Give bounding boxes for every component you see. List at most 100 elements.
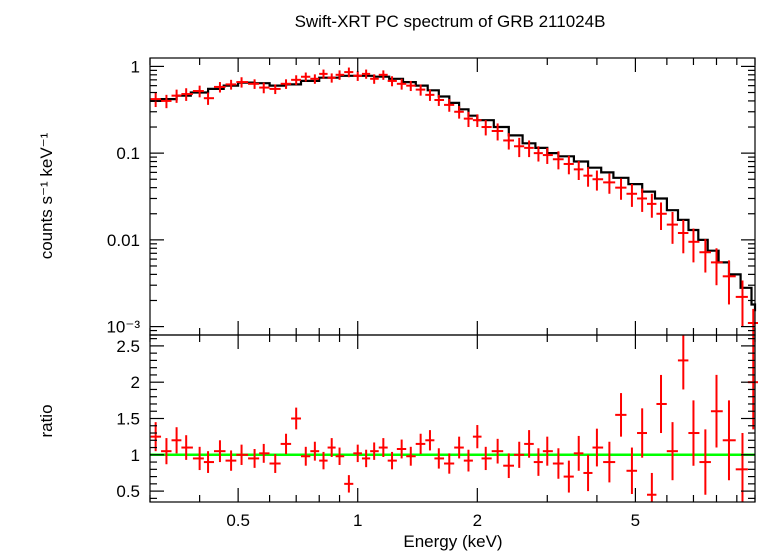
- spectrum-x-ticks: [149, 58, 756, 335]
- ratio-point: [161, 438, 172, 465]
- y-tick-label: 2: [131, 373, 140, 392]
- spectrum-point: [387, 76, 397, 87]
- ratio-point: [677, 335, 689, 390]
- spectrum-y-ticks: 1 0.1 0.01 10⁻³: [106, 57, 755, 337]
- spectrum-point: [181, 88, 193, 101]
- spectrum-point: [481, 120, 492, 136]
- spectrum-point: [434, 94, 445, 106]
- spectrum-point: [491, 123, 504, 141]
- spectrum-point: [192, 85, 204, 98]
- spectrum-point: [248, 79, 260, 89]
- ratio-point: [434, 448, 445, 469]
- spectrum-point: [603, 173, 616, 194]
- ratio-point: [406, 446, 416, 466]
- ratio-point: [735, 433, 748, 502]
- spectrum-point: [573, 161, 584, 181]
- spectrum-point: [463, 111, 473, 128]
- y-tick-label: 2.5: [116, 337, 140, 356]
- spectrum-point: [319, 69, 328, 79]
- spectrum-point: [269, 84, 281, 95]
- ratio-point: [214, 440, 226, 463]
- spectrum-point: [615, 178, 627, 200]
- ratio-point: [370, 442, 379, 460]
- ratio-point: [225, 450, 237, 471]
- spectrum-point: [735, 280, 748, 327]
- spectrum-point: [626, 184, 638, 207]
- ratio-point: [248, 448, 260, 468]
- ratio-point: [592, 428, 604, 467]
- spectrum-point: [699, 239, 711, 273]
- ratio-point: [203, 451, 215, 473]
- spectrum-point: [236, 77, 249, 88]
- spectrum-point: [300, 72, 311, 82]
- spectrum-point: [454, 105, 464, 119]
- ratio-point: [353, 444, 362, 463]
- ratio-point: [524, 430, 534, 458]
- ratio-point: [542, 436, 553, 466]
- spectrum-point: [503, 133, 515, 150]
- ratio-point: [291, 407, 301, 430]
- x-tick-label: 1: [353, 511, 362, 530]
- ratio-data-points: [150, 335, 758, 502]
- ratio-point: [259, 443, 270, 463]
- ratio-point: [615, 393, 627, 437]
- ratio-point: [181, 435, 193, 460]
- y-tick-label: 0.5: [116, 482, 140, 501]
- ratio-point: [236, 444, 249, 465]
- spectrum-point: [472, 114, 482, 128]
- ratio-point: [637, 408, 648, 458]
- y-tick-label: 1: [131, 57, 140, 76]
- spectrum-point: [552, 151, 564, 170]
- ratio-point: [396, 439, 407, 459]
- spectrum-y-axis-label: counts s⁻¹ keV⁻¹: [37, 132, 56, 259]
- spectrum-point: [533, 146, 543, 162]
- ratio-point: [583, 454, 593, 492]
- spectrum-point: [259, 82, 270, 94]
- spectrum-point: [225, 79, 237, 90]
- ratio-point: [463, 449, 473, 472]
- spectrum-point: [524, 140, 534, 158]
- spectrum-point: [677, 219, 689, 254]
- spectrum-point: [710, 248, 723, 286]
- ratio-point: [150, 422, 162, 452]
- spectrum-point: [583, 167, 593, 187]
- spectrum-point: [214, 82, 226, 93]
- ratio-point: [300, 446, 311, 466]
- spectrum-point: [406, 80, 416, 92]
- ratio-point: [378, 438, 388, 457]
- ratio-point: [444, 453, 455, 474]
- spectrum-point: [370, 74, 379, 84]
- ratio-panel: 0.5 1 1.5 2 2.5 ratio: [37, 334, 758, 503]
- spectrum-point: [514, 137, 525, 158]
- spectrum-point: [203, 92, 215, 105]
- y-tick-label: 0.01: [107, 231, 140, 250]
- spectrum-point: [353, 71, 362, 81]
- ratio-y-axis-label: ratio: [37, 404, 56, 437]
- spectrum-point: [637, 188, 648, 212]
- spectrum-point: [291, 75, 301, 86]
- model-step-line: [150, 74, 757, 312]
- spectrum-point: [563, 155, 574, 175]
- spectrum-data-points: [150, 67, 758, 335]
- ratio-point: [699, 429, 711, 495]
- ratio-point: [454, 436, 464, 459]
- spectrum-point: [656, 202, 667, 230]
- spectrum-point: [161, 94, 172, 109]
- y-tick-label: 1: [131, 446, 140, 465]
- chart-title: Swift-XRT PC spectrum of GRB 211024B: [295, 12, 606, 31]
- ratio-point: [327, 438, 336, 457]
- x-axis-label: Energy (keV): [403, 532, 502, 551]
- spectrum-point: [171, 89, 182, 103]
- ratio-point: [280, 433, 292, 455]
- spectrum-point: [444, 99, 455, 112]
- spectrum-point: [310, 74, 320, 84]
- ratio-point: [425, 430, 435, 451]
- ratio-point: [491, 438, 504, 464]
- ratio-point: [573, 435, 584, 471]
- ratio-point: [533, 448, 543, 476]
- ratio-point: [563, 460, 574, 493]
- spectrum-point: [425, 89, 435, 101]
- x-tick-label: 2: [473, 511, 482, 530]
- y-tick-label: 1.5: [116, 410, 140, 429]
- x-tick-label: 5: [631, 511, 640, 530]
